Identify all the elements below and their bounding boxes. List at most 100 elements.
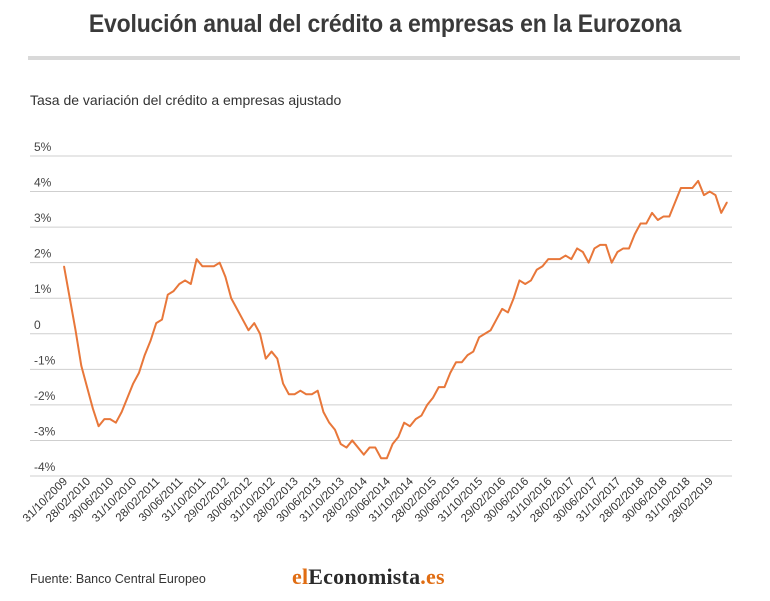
data-point bbox=[115, 422, 117, 424]
data-point bbox=[582, 251, 584, 253]
y-tick-label: -4% bbox=[34, 460, 56, 474]
y-tick-label: 1% bbox=[34, 282, 52, 296]
data-point bbox=[317, 390, 319, 392]
data-point bbox=[149, 340, 152, 342]
data-point bbox=[495, 318, 497, 321]
data-point bbox=[167, 294, 169, 296]
data-point bbox=[69, 297, 71, 299]
data-point bbox=[541, 265, 544, 267]
data-point bbox=[259, 333, 261, 335]
publisher-logo: elEconomista.es bbox=[292, 564, 445, 590]
data-point bbox=[553, 258, 555, 260]
data-point bbox=[709, 190, 711, 193]
logo-part-es: .es bbox=[420, 564, 445, 589]
data-point bbox=[340, 443, 342, 445]
data-point bbox=[651, 212, 653, 214]
logo-part-el: el bbox=[292, 564, 309, 589]
data-point bbox=[559, 258, 561, 260]
data-point bbox=[547, 258, 549, 260]
data-point bbox=[443, 386, 446, 388]
data-point bbox=[334, 429, 336, 431]
data-point bbox=[703, 194, 705, 196]
data-point bbox=[668, 215, 670, 218]
data-point bbox=[74, 329, 77, 331]
data-point bbox=[645, 222, 647, 225]
data-point bbox=[219, 262, 221, 264]
data-point bbox=[622, 247, 624, 250]
data-point bbox=[351, 439, 353, 442]
data-point bbox=[386, 457, 388, 459]
data-point bbox=[247, 329, 250, 331]
data-point bbox=[357, 446, 359, 449]
data-point bbox=[184, 279, 186, 282]
data-point bbox=[432, 397, 434, 399]
data-point bbox=[103, 418, 105, 420]
data-point bbox=[230, 297, 232, 299]
data-point bbox=[363, 454, 365, 456]
data-point bbox=[449, 372, 451, 374]
data-point bbox=[121, 411, 123, 413]
data-point bbox=[305, 393, 307, 395]
data-point bbox=[697, 180, 699, 182]
data-point bbox=[80, 365, 82, 367]
x-axis-ticks: 31/10/200928/02/201030/06/201031/10/2010… bbox=[21, 475, 716, 525]
data-point bbox=[691, 187, 694, 189]
data-point bbox=[501, 308, 503, 310]
data-point bbox=[109, 418, 111, 420]
data-point bbox=[680, 187, 682, 189]
data-point bbox=[63, 265, 65, 267]
y-tick-label: -3% bbox=[34, 424, 56, 438]
data-point bbox=[570, 258, 572, 260]
data-point bbox=[311, 393, 313, 395]
data-point bbox=[438, 386, 440, 388]
data-point bbox=[420, 414, 423, 417]
data-point bbox=[288, 393, 290, 395]
series-line bbox=[63, 179, 728, 460]
data-point bbox=[294, 393, 296, 395]
data-point bbox=[530, 279, 532, 282]
y-tick-label: 5% bbox=[34, 140, 52, 154]
data-point bbox=[276, 358, 278, 360]
data-point bbox=[161, 318, 163, 321]
data-point bbox=[593, 247, 596, 250]
data-point bbox=[86, 386, 88, 388]
data-point bbox=[368, 446, 371, 449]
data-point bbox=[657, 219, 659, 221]
data-point bbox=[196, 258, 198, 260]
data-point bbox=[616, 251, 619, 253]
data-point bbox=[201, 265, 203, 267]
data-point bbox=[588, 262, 590, 264]
y-tick-label: 2% bbox=[34, 247, 52, 261]
data-point bbox=[536, 269, 538, 271]
data-point bbox=[380, 457, 382, 459]
data-point bbox=[513, 297, 515, 299]
data-point bbox=[397, 436, 399, 438]
data-point bbox=[172, 290, 175, 292]
data-point bbox=[674, 201, 676, 203]
data-point bbox=[518, 279, 521, 282]
data-point bbox=[605, 244, 607, 246]
source-note: Fuente: Banco Central Europeo bbox=[30, 572, 206, 586]
gridlines bbox=[30, 155, 732, 477]
data-point bbox=[299, 390, 301, 392]
series-line-path bbox=[63, 179, 728, 460]
title-divider bbox=[28, 56, 740, 60]
data-point bbox=[662, 215, 665, 218]
data-point bbox=[282, 382, 284, 385]
data-point bbox=[242, 318, 244, 321]
data-point bbox=[490, 329, 492, 331]
data-point bbox=[132, 382, 134, 385]
data-point bbox=[524, 283, 526, 285]
data-point bbox=[409, 425, 411, 427]
data-point bbox=[472, 350, 474, 353]
data-point bbox=[265, 358, 267, 360]
data-point bbox=[236, 308, 238, 310]
data-point bbox=[611, 262, 613, 264]
data-point bbox=[392, 443, 394, 445]
data-point bbox=[484, 333, 486, 335]
y-axis-ticks: 5% 4% 3% 2% 1% 0 -1% -2% -3% -4% bbox=[34, 140, 56, 474]
data-point bbox=[190, 283, 192, 285]
data-point bbox=[253, 322, 255, 324]
data-point bbox=[599, 244, 601, 246]
